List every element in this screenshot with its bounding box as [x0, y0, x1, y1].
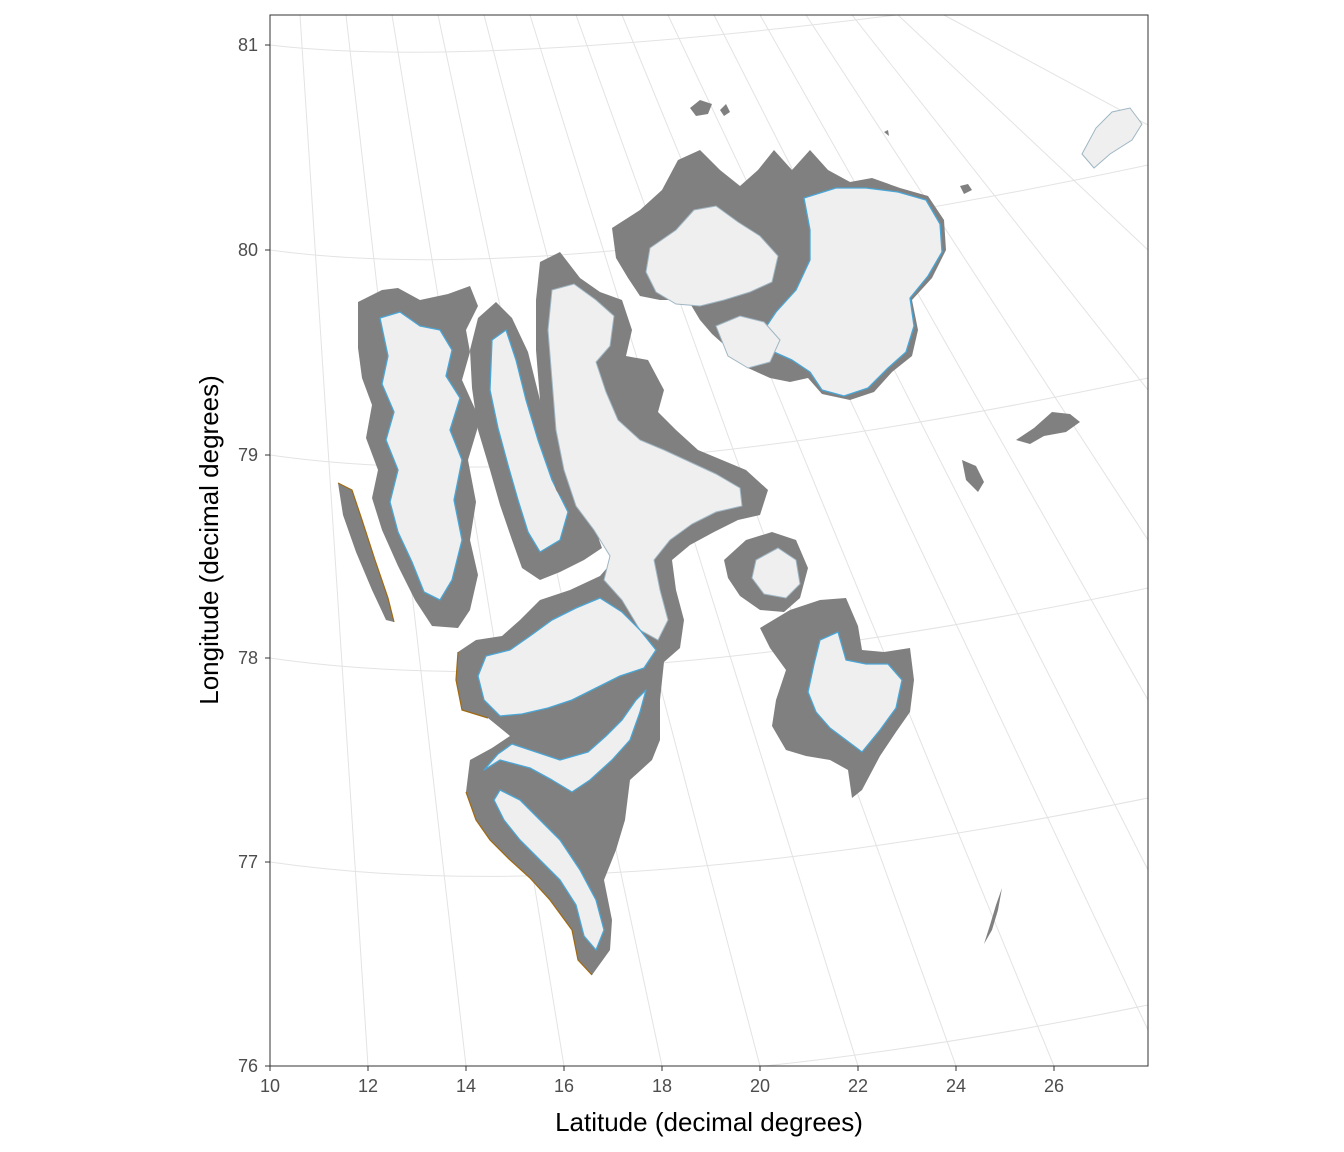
x-tick-label: 14	[456, 1076, 476, 1096]
x-tick-label: 22	[848, 1076, 868, 1096]
island-hopen	[984, 888, 1002, 944]
map-layers	[337, 100, 1143, 976]
y-tick-label: 80	[238, 240, 258, 260]
island-kong-karls-land-east	[1016, 412, 1080, 444]
glacier-northwest	[379, 311, 463, 601]
glacier-nordenskiold-land	[477, 597, 657, 717]
x-axis-title: Latitude (decimal degrees)	[555, 1107, 863, 1137]
x-tick-label: 10	[260, 1076, 280, 1096]
y-tick-label: 77	[238, 852, 258, 872]
glacier-vestfonna-east	[715, 315, 781, 369]
y-axis-title: Longitude (decimal degrees)	[194, 375, 224, 705]
x-tick-label: 18	[652, 1076, 672, 1096]
y-axis: 81 80 79 78 77 76	[238, 35, 270, 1076]
y-tick-label: 79	[238, 445, 258, 465]
island-prins-karls-forland	[338, 483, 394, 622]
x-tick-label: 24	[946, 1076, 966, 1096]
glacier-austfonna	[759, 187, 943, 397]
y-tick-label: 78	[238, 648, 258, 668]
glacier-spitsbergen-central	[547, 283, 743, 641]
glacier-spitsbergen-south	[483, 689, 647, 951]
island-kvitoya	[1081, 107, 1143, 169]
x-tick-label: 20	[750, 1076, 770, 1096]
x-tick-label: 16	[554, 1076, 574, 1096]
y-tick-label: 76	[238, 1056, 258, 1076]
x-tick-label: 26	[1044, 1076, 1064, 1096]
glacier-middle-arm	[489, 329, 569, 553]
glacier-barentsoya	[751, 547, 801, 599]
glacier-vestfonna	[645, 205, 779, 307]
y-tick-label: 81	[238, 35, 258, 55]
panel-border	[269, 14, 1149, 1067]
x-axis: 10 12 14 16 18 20 22 24 26	[260, 1066, 1064, 1096]
island-kong-karls-land-west	[962, 460, 984, 492]
x-tick-label: 12	[358, 1076, 378, 1096]
glacier-edgeoya	[807, 631, 903, 753]
